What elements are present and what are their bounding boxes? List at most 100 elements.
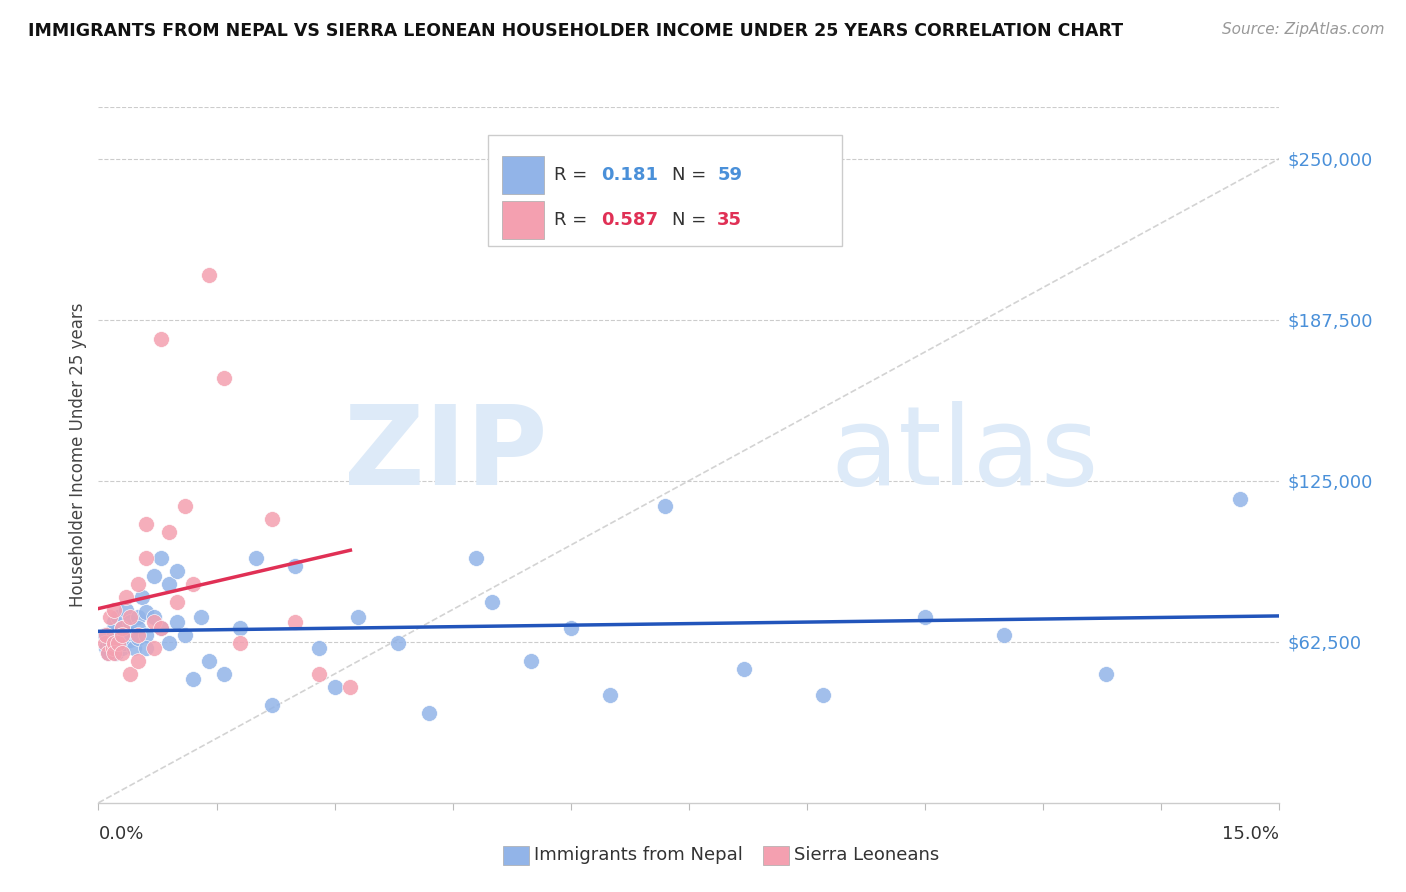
- Text: Source: ZipAtlas.com: Source: ZipAtlas.com: [1222, 22, 1385, 37]
- Point: [166, 615, 188, 630]
- Text: N =: N =: [672, 211, 713, 228]
- Point: [347, 610, 370, 624]
- Point: [115, 590, 138, 604]
- Point: [465, 551, 488, 566]
- Point: [811, 688, 834, 702]
- Point: [97, 646, 120, 660]
- Point: [308, 667, 330, 681]
- Point: [111, 621, 134, 635]
- Point: [197, 268, 219, 282]
- Bar: [502, 201, 544, 239]
- Point: [118, 615, 141, 630]
- Point: [1229, 491, 1251, 506]
- Point: [107, 610, 129, 624]
- Point: [127, 631, 149, 645]
- Point: [103, 602, 125, 616]
- Point: [101, 641, 124, 656]
- Point: [127, 621, 149, 635]
- Point: [118, 633, 141, 648]
- Point: [654, 500, 676, 514]
- Text: R =: R =: [554, 166, 593, 184]
- Point: [112, 636, 135, 650]
- Point: [308, 641, 330, 656]
- Point: [214, 370, 236, 384]
- Point: [993, 628, 1015, 642]
- Point: [733, 662, 755, 676]
- Point: [229, 636, 252, 650]
- Point: [93, 636, 115, 650]
- Point: [229, 621, 252, 635]
- Text: 0.587: 0.587: [602, 211, 658, 228]
- Point: [135, 517, 157, 532]
- Point: [111, 621, 134, 635]
- Point: [118, 667, 141, 681]
- Point: [1095, 667, 1118, 681]
- Point: [107, 636, 129, 650]
- Point: [111, 628, 134, 642]
- Point: [190, 610, 212, 624]
- Point: [157, 525, 180, 540]
- Point: [118, 610, 141, 624]
- Point: [174, 628, 197, 642]
- Point: [323, 680, 346, 694]
- Bar: [502, 156, 544, 194]
- Text: 0.0%: 0.0%: [98, 825, 143, 843]
- Point: [560, 621, 582, 635]
- Point: [135, 641, 157, 656]
- Point: [104, 646, 127, 660]
- Point: [181, 576, 204, 591]
- Text: Sierra Leoneans: Sierra Leoneans: [794, 847, 939, 864]
- FancyBboxPatch shape: [488, 135, 842, 246]
- Point: [599, 688, 621, 702]
- Point: [174, 500, 197, 514]
- Point: [284, 558, 307, 573]
- Point: [142, 641, 165, 656]
- Point: [101, 623, 124, 637]
- Text: 0.181: 0.181: [602, 166, 658, 184]
- Point: [150, 621, 173, 635]
- Text: N =: N =: [672, 166, 713, 184]
- Point: [166, 564, 188, 578]
- Point: [481, 595, 503, 609]
- Point: [115, 602, 138, 616]
- Point: [127, 654, 149, 668]
- Point: [418, 706, 440, 720]
- Point: [166, 595, 188, 609]
- Point: [135, 628, 157, 642]
- Point: [260, 512, 283, 526]
- Point: [131, 590, 153, 604]
- Point: [111, 646, 134, 660]
- Text: ZIP: ZIP: [344, 401, 547, 508]
- Point: [914, 610, 936, 624]
- Point: [520, 654, 543, 668]
- Point: [97, 646, 120, 660]
- Point: [214, 667, 236, 681]
- Text: IMMIGRANTS FROM NEPAL VS SIERRA LEONEAN HOUSEHOLDER INCOME UNDER 25 YEARS CORREL: IMMIGRANTS FROM NEPAL VS SIERRA LEONEAN …: [28, 22, 1123, 40]
- Point: [150, 332, 173, 346]
- Point: [387, 636, 409, 650]
- Point: [197, 654, 219, 668]
- Point: [157, 576, 180, 591]
- Point: [181, 672, 204, 686]
- Point: [98, 636, 121, 650]
- Y-axis label: Householder Income Under 25 years: Householder Income Under 25 years: [69, 302, 87, 607]
- Text: 15.0%: 15.0%: [1222, 825, 1279, 843]
- Point: [93, 628, 115, 642]
- Point: [150, 551, 173, 566]
- Text: 35: 35: [717, 211, 742, 228]
- Point: [98, 610, 121, 624]
- Point: [142, 610, 165, 624]
- Point: [96, 641, 118, 656]
- Point: [96, 628, 118, 642]
- Point: [103, 633, 125, 648]
- Point: [157, 636, 180, 650]
- Point: [103, 636, 125, 650]
- Text: atlas: atlas: [831, 401, 1099, 508]
- Point: [127, 576, 149, 591]
- Point: [260, 698, 283, 712]
- Point: [142, 615, 165, 630]
- Point: [111, 641, 134, 656]
- Text: 59: 59: [717, 166, 742, 184]
- Point: [245, 551, 267, 566]
- Point: [142, 569, 165, 583]
